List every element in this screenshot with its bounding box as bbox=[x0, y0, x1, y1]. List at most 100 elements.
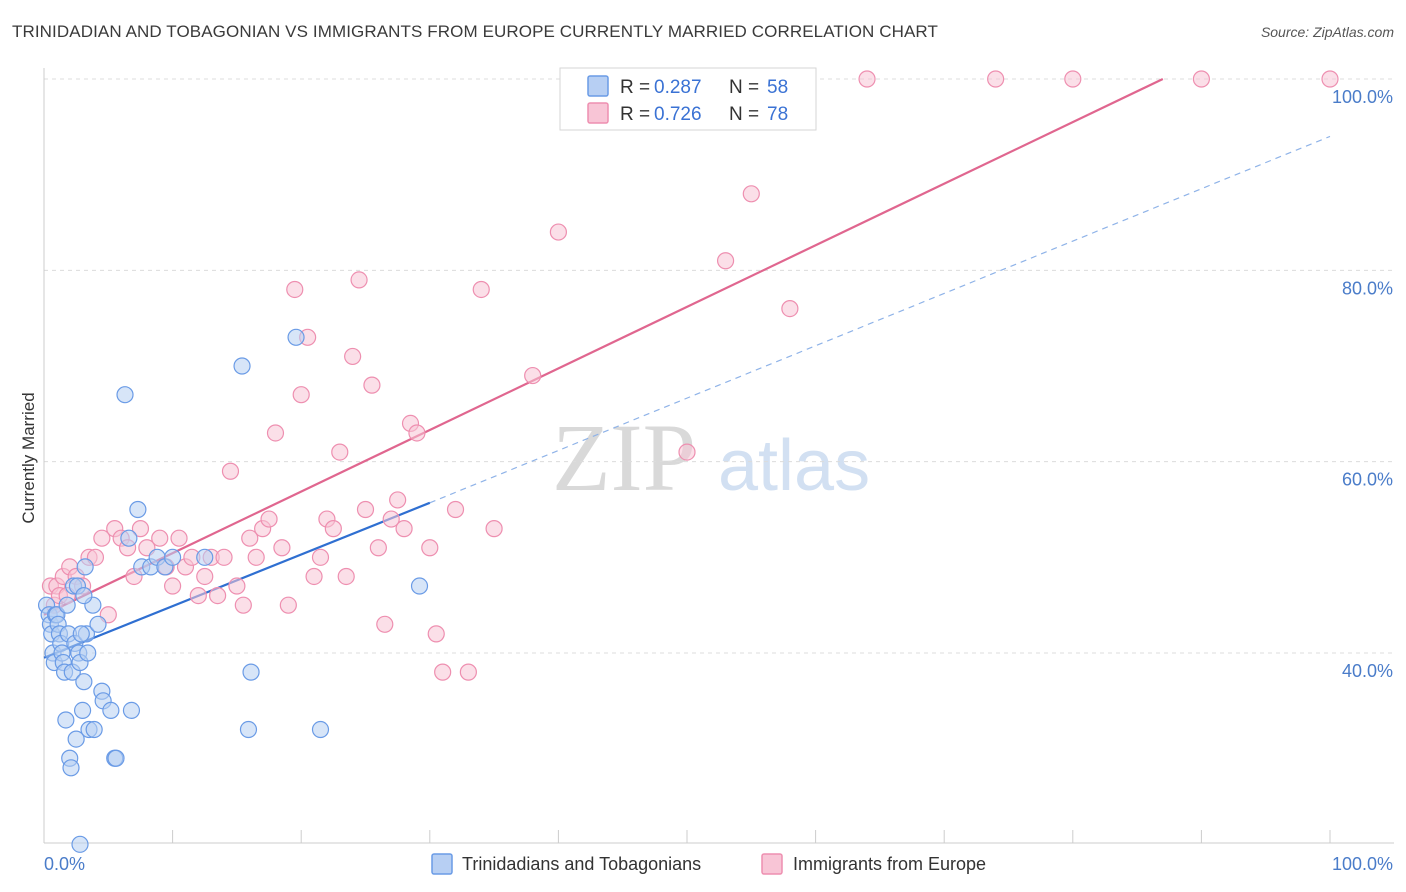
series-trinidadians bbox=[37, 328, 429, 853]
chart-title: TRINIDADIAN AND TOBAGONIAN VS IMMIGRANTS… bbox=[12, 22, 938, 41]
point-trinidadians bbox=[67, 730, 85, 748]
point-trinidadians bbox=[164, 548, 182, 566]
watermark-atlas: atlas bbox=[718, 426, 870, 506]
point-trinidadians bbox=[120, 529, 138, 547]
point-trinidadians bbox=[116, 386, 134, 404]
point-immigrants-europe bbox=[1321, 70, 1339, 88]
point-immigrants-europe bbox=[247, 548, 265, 566]
point-trinidadians bbox=[72, 625, 90, 643]
legend-r-label-blue: R = bbox=[620, 77, 650, 98]
point-trinidadians bbox=[85, 720, 103, 739]
point-immigrants-europe bbox=[376, 615, 394, 633]
point-immigrants-europe bbox=[678, 443, 696, 461]
point-immigrants-europe bbox=[549, 223, 568, 241]
y-tick-label-40: 40.0% bbox=[1342, 661, 1393, 681]
point-trinidadians bbox=[57, 711, 75, 729]
point-immigrants-europe bbox=[286, 280, 304, 299]
legend-box: R = 0.287 N = 58 R = 0.726 N = 78 bbox=[559, 67, 817, 131]
point-immigrants-europe bbox=[273, 539, 291, 557]
point-trinidadians bbox=[233, 357, 251, 375]
legend-n-label-blue: N = bbox=[729, 77, 759, 98]
source-label: Source: ZipAtlas.com bbox=[1260, 24, 1394, 40]
series-immigrants-europe bbox=[41, 70, 1339, 681]
point-trinidadians bbox=[71, 835, 89, 853]
legend-r-value-pink: 0.726 bbox=[654, 104, 702, 125]
point-trinidadians bbox=[287, 328, 305, 346]
point-immigrants-europe bbox=[131, 520, 150, 538]
point-immigrants-europe bbox=[311, 548, 330, 566]
point-immigrants-europe bbox=[170, 529, 188, 547]
point-immigrants-europe bbox=[472, 280, 490, 299]
point-immigrants-europe bbox=[742, 185, 760, 203]
point-immigrants-europe bbox=[350, 271, 368, 289]
point-trinidadians bbox=[58, 596, 76, 614]
bottom-legend: Trinidadians and Tobagonians Immigrants … bbox=[431, 853, 986, 875]
point-immigrants-europe bbox=[279, 596, 297, 614]
point-immigrants-europe bbox=[331, 443, 349, 461]
bottom-legend-label-pink: Immigrants from Europe bbox=[793, 854, 986, 874]
legend-swatch-pink bbox=[587, 102, 609, 124]
point-immigrants-europe bbox=[189, 586, 207, 605]
point-immigrants-europe bbox=[421, 539, 439, 557]
point-trinidadians bbox=[122, 701, 141, 720]
point-immigrants-europe bbox=[324, 520, 342, 538]
trend-line-blue-extension bbox=[429, 135, 1331, 504]
point-immigrants-europe bbox=[1064, 70, 1082, 88]
point-trinidadians bbox=[75, 673, 93, 691]
point-immigrants-europe bbox=[459, 663, 477, 681]
bottom-legend-label-blue: Trinidadians and Tobagonians bbox=[462, 854, 701, 874]
point-immigrants-europe bbox=[228, 577, 246, 595]
point-trinidadians bbox=[76, 558, 94, 576]
point-immigrants-europe bbox=[164, 577, 182, 595]
legend-r-value-blue: 0.287 bbox=[654, 77, 702, 98]
point-trinidadians bbox=[75, 586, 93, 605]
bottom-legend-swatch-blue bbox=[431, 853, 453, 875]
point-trinidadians bbox=[311, 720, 330, 739]
point-immigrants-europe bbox=[292, 386, 310, 404]
y-tick-label-80: 80.0% bbox=[1342, 278, 1393, 298]
axes bbox=[43, 68, 1394, 844]
point-immigrants-europe bbox=[215, 548, 233, 566]
legend-n-value-pink: 78 bbox=[767, 104, 788, 125]
point-trinidadians bbox=[89, 615, 107, 633]
point-trinidadians bbox=[79, 644, 97, 662]
point-immigrants-europe bbox=[305, 567, 323, 586]
point-immigrants-europe bbox=[382, 510, 400, 528]
point-immigrants-europe bbox=[209, 586, 227, 605]
point-immigrants-europe bbox=[434, 663, 452, 681]
point-trinidadians bbox=[410, 577, 429, 595]
x-tick-label-max: 100.0% bbox=[1332, 854, 1393, 874]
point-immigrants-europe bbox=[260, 510, 278, 528]
point-immigrants-europe bbox=[363, 376, 381, 394]
point-trinidadians bbox=[107, 749, 125, 767]
point-immigrants-europe bbox=[151, 529, 169, 547]
point-immigrants-europe bbox=[356, 500, 375, 519]
point-trinidadians bbox=[73, 701, 92, 720]
point-immigrants-europe bbox=[395, 520, 413, 538]
point-trinidadians bbox=[102, 701, 120, 720]
point-immigrants-europe bbox=[369, 539, 387, 557]
point-immigrants-europe bbox=[93, 529, 111, 547]
point-trinidadians bbox=[62, 759, 80, 777]
point-trinidadians bbox=[242, 663, 260, 681]
point-immigrants-europe bbox=[221, 462, 240, 480]
point-immigrants-europe bbox=[196, 567, 214, 586]
point-immigrants-europe bbox=[524, 366, 542, 385]
legend-r-label-pink: R = bbox=[620, 104, 650, 125]
point-trinidadians bbox=[196, 548, 214, 566]
point-immigrants-europe bbox=[446, 500, 465, 519]
point-immigrants-europe bbox=[408, 424, 426, 442]
point-immigrants-europe bbox=[427, 625, 445, 643]
legend-n-label-pink: N = bbox=[729, 104, 759, 125]
watermark-zip: ZIP bbox=[552, 404, 696, 511]
trend-line-pink bbox=[43, 78, 1164, 616]
point-immigrants-europe bbox=[485, 520, 503, 538]
bottom-legend-swatch-pink bbox=[761, 853, 783, 875]
point-immigrants-europe bbox=[987, 70, 1005, 88]
point-immigrants-europe bbox=[234, 596, 252, 614]
point-immigrants-europe bbox=[241, 529, 259, 547]
point-immigrants-europe bbox=[337, 567, 355, 586]
y-axis-title: Currently Married bbox=[19, 392, 38, 523]
y-tick-label-60: 60.0% bbox=[1342, 470, 1393, 490]
